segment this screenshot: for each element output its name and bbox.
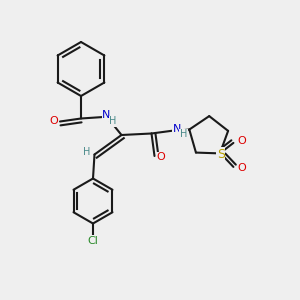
Text: N: N [102,110,111,121]
Text: Cl: Cl [88,236,98,246]
Text: H: H [83,147,91,157]
Text: H: H [110,116,117,127]
Text: O: O [237,136,246,146]
Text: S: S [217,148,225,161]
Text: H: H [180,129,187,139]
Text: O: O [49,116,58,127]
Text: O: O [157,152,166,163]
Text: N: N [173,124,181,134]
Text: O: O [237,164,246,173]
